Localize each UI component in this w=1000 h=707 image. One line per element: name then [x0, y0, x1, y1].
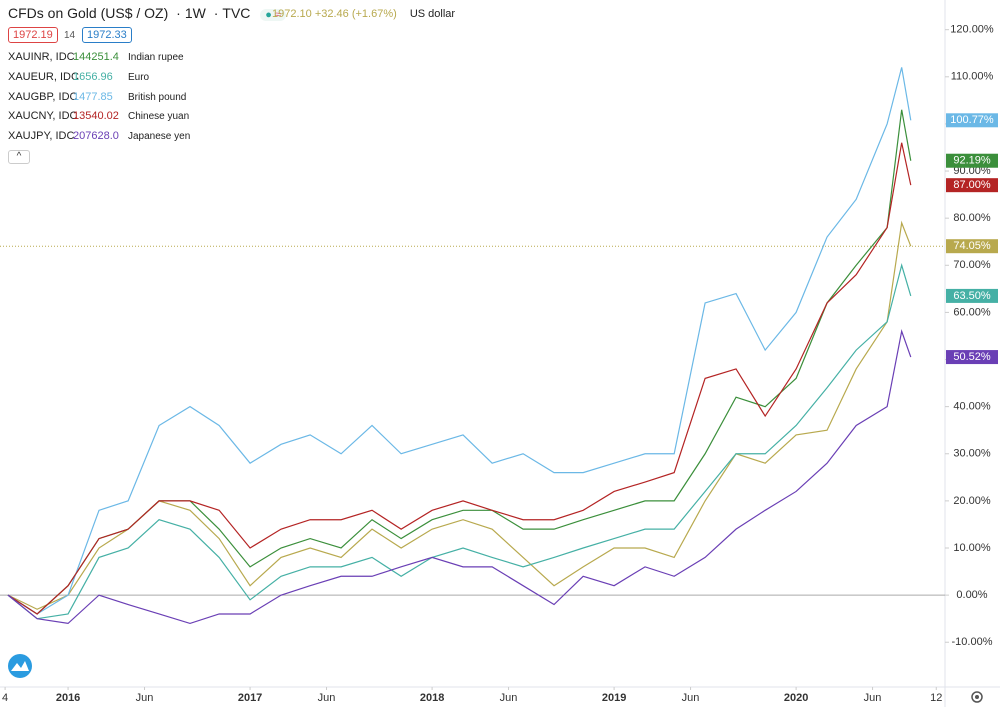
- collapse-button[interactable]: ^: [8, 150, 30, 164]
- interval[interactable]: 1W: [184, 5, 206, 21]
- legend-price: 1656.96: [73, 70, 113, 83]
- last-value-box: [946, 239, 998, 254]
- legend-name: British pound: [128, 91, 187, 103]
- series-line: [7, 220, 912, 610]
- change: +32.46 (+1.67%): [314, 8, 397, 20]
- last-value-label: 74.05%: [953, 240, 991, 252]
- last-value-box: [946, 178, 998, 193]
- legend-price: 1477.85: [73, 90, 113, 103]
- last-value-label: 50.52%: [953, 351, 991, 363]
- y-tick-label: 40.00%: [953, 401, 991, 413]
- y-tick-label: 20.00%: [953, 495, 991, 507]
- legend-name: Euro: [128, 71, 150, 83]
- legend-name: Japanese yen: [128, 131, 191, 143]
- y-tick-label: 0.00%: [956, 589, 987, 601]
- source: TVC: [222, 5, 251, 21]
- y-tick-label: 90.00%: [953, 165, 991, 177]
- x-tick-label: 2019: [602, 692, 626, 704]
- last-value-box: [946, 350, 998, 365]
- legend-price: 207628.0: [73, 130, 119, 143]
- last-value-box: [946, 288, 998, 303]
- last-value-label: 87.00%: [953, 179, 991, 191]
- x-tick-label: Jun: [864, 692, 882, 704]
- legend-price: 144251.4: [73, 51, 119, 63]
- series-name: US dollar: [409, 8, 456, 20]
- legend-price: 13540.02: [73, 110, 119, 123]
- last-value-box: [946, 153, 998, 168]
- x-tick-label: Jun: [682, 692, 700, 704]
- legend-symbol: XAUEUR, IDC: [8, 70, 79, 83]
- header: CFDs on Gold (US$ / OZ) · 1W · TVC ● ≈: [8, 5, 287, 21]
- x-tick-label: Jun: [318, 692, 336, 704]
- legend-name: Chinese yuan: [128, 111, 190, 123]
- last-value-label: 100.77%: [950, 114, 994, 126]
- series-line: [7, 328, 912, 625]
- status-badge[interactable]: ● ≈: [260, 9, 287, 21]
- x-tick-label: 2020: [784, 692, 808, 704]
- logo[interactable]: [8, 654, 32, 678]
- legend-symbol: XAUCNY, IDC: [8, 110, 78, 123]
- y-tick-label: 110.00%: [951, 71, 994, 83]
- series-line: [7, 67, 912, 615]
- x-tick-label: Jun: [500, 692, 518, 704]
- y-tick-label: 120.00%: [950, 24, 994, 36]
- last-value-label: 63.50%: [953, 290, 991, 302]
- y-tick-label: 70.00%: [953, 259, 991, 271]
- series-line: [7, 263, 912, 620]
- y-tick-label: 30.00%: [953, 448, 991, 460]
- x-tick-label: 2017: [238, 692, 262, 704]
- y-tick-label: 80.00%: [953, 212, 991, 224]
- x-tick-label: Jun: [136, 692, 154, 704]
- y-tick-label: 10.00%: [953, 542, 991, 554]
- legend-name: Indian rupee: [128, 52, 184, 63]
- spread: 14: [64, 30, 76, 41]
- x-tick-label: 2018: [420, 692, 444, 704]
- x-tick-label: 4: [2, 692, 8, 704]
- price: 1972.10: [272, 8, 312, 20]
- bid-box: 1972.19: [8, 27, 58, 43]
- series-line: [7, 142, 912, 615]
- y-tick-label: 60.00%: [953, 306, 991, 318]
- series-line: [7, 109, 912, 615]
- x-tick-label: 2016: [56, 692, 80, 704]
- last-value-label: 92.19%: [953, 155, 991, 167]
- last-value-box: [946, 113, 998, 128]
- ask-box: 1972.33: [82, 27, 132, 43]
- legend-symbol: XAUGBP, IDC: [8, 90, 78, 103]
- settings-icon[interactable]: [971, 691, 983, 703]
- title: CFDs on Gold (US$ / OZ): [8, 5, 169, 21]
- legend-symbol: XAUJPY, IDC: [8, 130, 75, 143]
- main-quote: 1972.10 +32.46 (+1.67%) US dollar: [272, 8, 455, 20]
- x-tick-label: 12: [930, 692, 942, 704]
- y-tick-label: -10.00%: [952, 636, 993, 648]
- legend-symbol: XAUINR, IDC: [8, 51, 75, 63]
